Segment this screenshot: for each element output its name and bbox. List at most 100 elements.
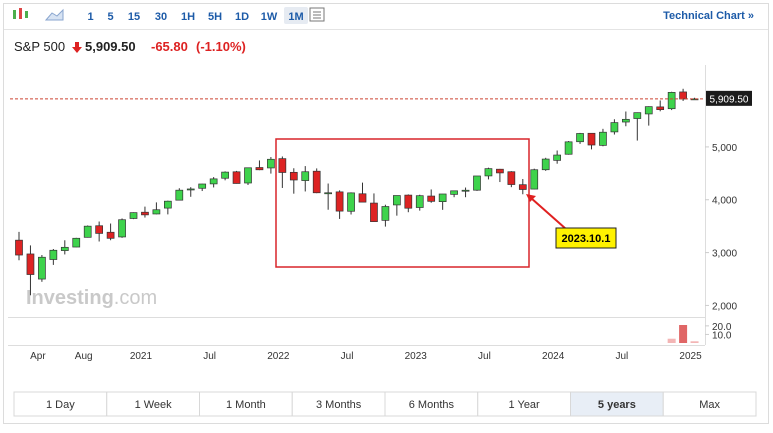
watermark-suffix: .com bbox=[114, 287, 157, 309]
candle-body bbox=[152, 209, 161, 215]
interval-button[interactable]: 1H bbox=[181, 11, 195, 23]
candle-body bbox=[60, 246, 69, 251]
candle-body bbox=[95, 225, 104, 234]
indicator-icon[interactable] bbox=[309, 7, 325, 22]
range-label[interactable]: 1 Month bbox=[226, 399, 266, 411]
last-price-box bbox=[706, 90, 752, 106]
interval-button[interactable]: 15 bbox=[128, 11, 140, 23]
interval-button[interactable]: 5 bbox=[107, 11, 113, 23]
range-button[interactable] bbox=[106, 391, 200, 417]
candle-body bbox=[232, 171, 241, 184]
volume-bar bbox=[679, 325, 688, 343]
range-label[interactable]: 1 Day bbox=[46, 399, 75, 411]
candle-body bbox=[244, 167, 252, 184]
candle-body bbox=[312, 170, 321, 194]
candle-body bbox=[72, 237, 81, 248]
range-button[interactable] bbox=[291, 391, 386, 417]
candle-body bbox=[621, 118, 630, 123]
candle-body bbox=[541, 158, 550, 171]
candle-body bbox=[599, 131, 607, 146]
candle-body bbox=[553, 154, 562, 161]
x-tick-label: 2022 bbox=[267, 351, 290, 362]
candle-body bbox=[15, 239, 23, 256]
candle-body bbox=[209, 178, 218, 185]
price: 5,909.50 bbox=[85, 39, 136, 54]
range-button[interactable] bbox=[570, 391, 664, 417]
candle-body bbox=[530, 169, 539, 190]
range-label[interactable]: 5 years bbox=[598, 399, 636, 411]
range-label[interactable]: 1 Week bbox=[135, 399, 173, 411]
candle-body bbox=[450, 190, 458, 195]
area-icon[interactable] bbox=[44, 8, 64, 21]
x-tick-label: 2025 bbox=[679, 351, 702, 362]
x-tick-label: 2021 bbox=[130, 351, 153, 362]
candle-body bbox=[404, 194, 413, 209]
candle-body bbox=[610, 122, 619, 133]
watermark-brand: Investing bbox=[26, 287, 114, 309]
volume-bar bbox=[667, 338, 676, 343]
interval-button[interactable]: 1D bbox=[235, 11, 249, 23]
change-pct: (-1.10%) bbox=[196, 39, 246, 54]
candle-body bbox=[507, 171, 516, 185]
y-tick-label: 3,000 bbox=[712, 249, 737, 260]
range-button[interactable] bbox=[199, 391, 293, 417]
candle-body bbox=[656, 106, 665, 111]
range-button[interactable] bbox=[13, 391, 108, 417]
y-tick-label: 5,000 bbox=[712, 143, 737, 154]
candle-body bbox=[347, 192, 355, 212]
change: -65.80 bbox=[151, 39, 188, 54]
candle-body bbox=[106, 231, 115, 239]
volume-tick-label: 20.0 bbox=[712, 322, 732, 333]
x-tick-label: Jul bbox=[615, 351, 628, 362]
range-label[interactable]: 6 Months bbox=[409, 399, 455, 411]
range-button[interactable] bbox=[662, 391, 757, 417]
range-label[interactable]: Max bbox=[699, 399, 720, 411]
x-tick-label: Jul bbox=[203, 351, 216, 362]
candle-body bbox=[255, 167, 264, 171]
arrow-head bbox=[526, 194, 536, 202]
candle-body bbox=[175, 189, 184, 201]
candle-body bbox=[186, 188, 195, 191]
technical-chart-link[interactable]: Technical Chart » bbox=[663, 10, 754, 22]
x-tick-label: Apr bbox=[30, 351, 46, 362]
range-label[interactable]: 3 Months bbox=[316, 399, 362, 411]
candle-body bbox=[370, 202, 378, 222]
candle-icon[interactable] bbox=[13, 8, 28, 19]
candle-body bbox=[38, 256, 46, 280]
interval-button[interactable]: 5H bbox=[208, 11, 222, 23]
range-label[interactable]: 1 Year bbox=[509, 399, 541, 411]
candle-body bbox=[26, 253, 35, 275]
instrument-name: S&P 500 bbox=[14, 39, 65, 54]
y-tick-label: 2,000 bbox=[712, 301, 737, 312]
annotation-arrow bbox=[530, 197, 567, 230]
x-tick-label: Jul bbox=[478, 351, 491, 362]
x-tick-label: 2024 bbox=[542, 351, 565, 362]
candle-body bbox=[289, 171, 298, 181]
candle-body bbox=[633, 112, 642, 119]
candle-body bbox=[324, 192, 332, 195]
interval-button[interactable]: 1 bbox=[87, 11, 93, 23]
candle-body bbox=[164, 200, 172, 209]
candle-body bbox=[83, 225, 92, 238]
highlight-box bbox=[275, 138, 530, 268]
x-tick-label: 2023 bbox=[405, 351, 428, 362]
y-tick-label: 4,000 bbox=[712, 196, 737, 207]
interval-button[interactable]: 1M bbox=[288, 11, 303, 23]
down-arrow bbox=[72, 42, 82, 53]
range-button[interactable] bbox=[384, 391, 479, 417]
candle-body bbox=[576, 133, 584, 143]
candle-body bbox=[484, 168, 493, 177]
candle-body bbox=[438, 193, 447, 202]
candle-body bbox=[267, 158, 275, 169]
interval-button[interactable]: 30 bbox=[155, 11, 167, 23]
volume-bar bbox=[690, 341, 699, 343]
candle-body bbox=[278, 158, 287, 173]
range-button[interactable] bbox=[477, 391, 571, 417]
candle-body bbox=[587, 132, 596, 146]
candle-body bbox=[564, 141, 573, 155]
candle-body bbox=[427, 195, 436, 202]
x-tick-label: Jul bbox=[341, 351, 354, 362]
interval-button[interactable]: 1W bbox=[261, 11, 278, 23]
